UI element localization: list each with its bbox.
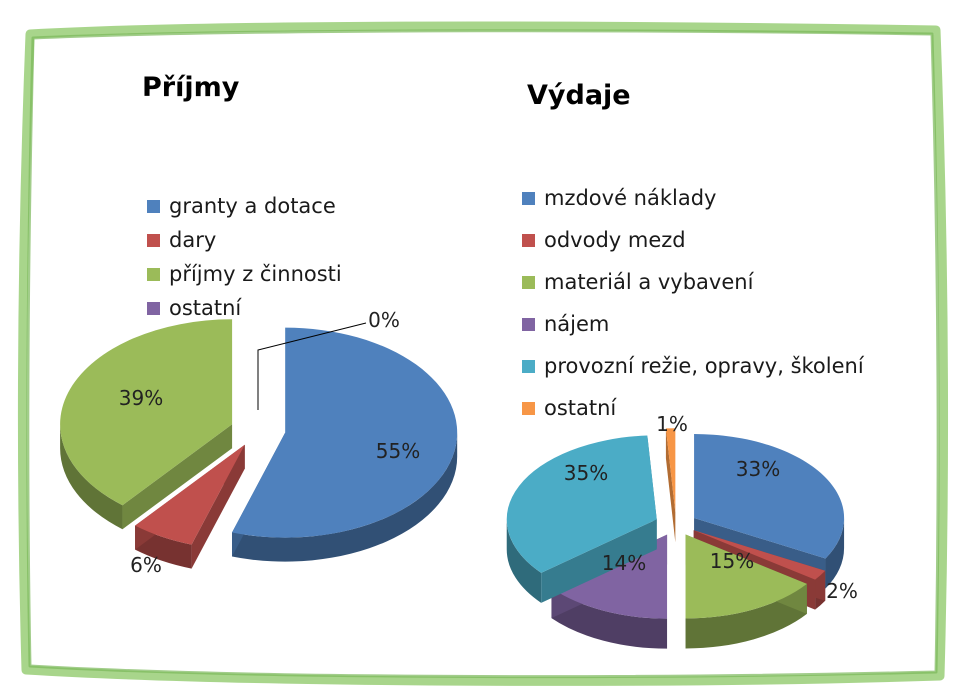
data-label: 33% [736, 457, 780, 481]
legend-item: ostatní [522, 387, 864, 429]
legend-swatch [522, 275, 535, 289]
data-label: 14% [602, 551, 646, 575]
legend-swatch [147, 233, 160, 247]
slice-top [694, 434, 845, 559]
data-label: 0% [368, 308, 400, 332]
income-pie: 55% 6% 39% 0% [60, 308, 458, 577]
expense-pie: 33% 2% 15% 14% 35% 1% [506, 412, 858, 649]
slice-top [135, 444, 245, 545]
legend-label: mzdové náklady [544, 186, 717, 210]
legend-label: granty a dotace [169, 194, 336, 218]
legend-swatch [522, 359, 535, 373]
legend-item: odvody mezd [522, 219, 864, 261]
legend-swatch [522, 317, 535, 331]
legend-item: příjmy z činnosti [147, 257, 342, 291]
legend-swatch [522, 191, 535, 205]
legend-label: ostatní [544, 396, 617, 420]
slice-side [60, 424, 233, 530]
slice-top [685, 534, 807, 619]
data-label: 15% [710, 549, 754, 573]
expense-legend: mzdové náklady odvody mezd materiál a vyba… [522, 177, 864, 429]
legend-swatch [522, 401, 535, 415]
data-label: 2% [826, 579, 858, 603]
legend-swatch [147, 199, 160, 213]
slice-top [506, 435, 657, 573]
expense-chart-title: Výdaje [527, 80, 631, 111]
legend-swatch [522, 233, 535, 247]
legend-item: nájem [522, 303, 864, 345]
slice-top [60, 319, 233, 506]
legend-label: provozní režie, opravy, školení [544, 354, 864, 378]
legend-label: dary [169, 228, 217, 252]
legend-item: provozní režie, opravy, školení [522, 345, 864, 387]
legend-item: materiál a vybavení [522, 261, 864, 303]
data-label: 1% [656, 412, 688, 436]
leader-line [257, 322, 367, 410]
legend-label: odvody mezd [544, 228, 686, 252]
legend-swatch [147, 301, 160, 315]
slice-wall [232, 432, 458, 562]
data-label: 55% [376, 439, 420, 463]
income-legend: granty a dotace dary příjmy z činnosti osta… [147, 189, 342, 325]
income-chart-title: Příjmy [142, 72, 240, 103]
legend-swatch [147, 267, 160, 281]
legend-item: ostatní [147, 291, 342, 325]
slice-wall [506, 519, 542, 603]
legend-label: ostatní [169, 296, 242, 320]
legend-item: granty a dotace [147, 189, 342, 223]
data-label: 39% [119, 386, 163, 410]
legend-label: nájem [544, 312, 610, 336]
slice-side [665, 428, 676, 543]
slice-top [232, 327, 458, 538]
slice-top [665, 428, 676, 513]
slice-top [693, 530, 826, 580]
slice-cut-face [122, 424, 233, 530]
legend-item: dary [147, 223, 342, 257]
data-label: 6% [130, 553, 162, 577]
slice-cut-face [665, 428, 676, 543]
legend-label: materiál a vybavení [544, 270, 754, 294]
slice-wall [60, 424, 123, 530]
slice-wall [825, 518, 845, 589]
legend-item: mzdové náklady [522, 177, 864, 219]
data-label: 35% [564, 461, 608, 485]
slice-cut-face [541, 519, 657, 603]
legend-label: příjmy z činnosti [169, 262, 342, 286]
slice-wall [685, 583, 807, 649]
